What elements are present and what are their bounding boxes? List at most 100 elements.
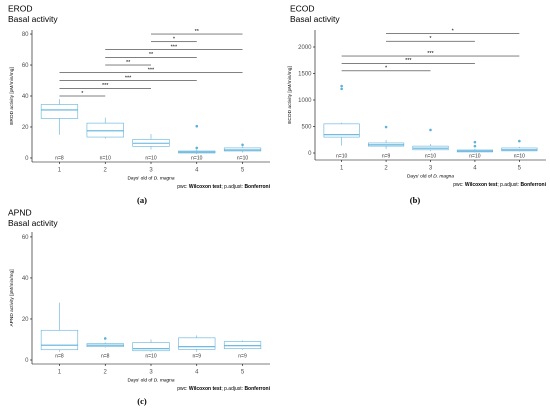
n-label: n=10 bbox=[145, 354, 156, 360]
x-axis-title-text: Days' old of bbox=[127, 176, 153, 182]
chart-title: ECOD bbox=[290, 4, 315, 14]
significance-bracket: *** bbox=[341, 58, 475, 64]
significance-bracket: * bbox=[341, 66, 431, 72]
x-axis-title-species: D. magna bbox=[433, 174, 454, 180]
x-axis-title-species: D. magna bbox=[154, 176, 175, 182]
significance-label: ** bbox=[195, 29, 200, 35]
x-axis-title-species: D. magna bbox=[154, 378, 175, 384]
outlier-point bbox=[340, 84, 343, 88]
chart-title: APND bbox=[8, 208, 32, 218]
significance-bracket: ** bbox=[105, 60, 151, 66]
significance-bracket: * bbox=[151, 37, 197, 43]
x-axis-title: Days' old of D. magna bbox=[127, 378, 174, 384]
x-tick-label: 1 bbox=[340, 166, 344, 172]
y-tick-label: 20 bbox=[22, 125, 29, 131]
box-iqr bbox=[178, 337, 216, 350]
box-day-3 bbox=[132, 133, 170, 150]
outlier-point bbox=[241, 143, 244, 147]
box-day-2 bbox=[86, 337, 124, 348]
significance-bracket: ** bbox=[151, 29, 243, 35]
n-label: n=10 bbox=[100, 156, 111, 162]
x-tick-label: 5 bbox=[518, 166, 522, 172]
y-tick-label: 0 bbox=[25, 358, 29, 364]
significance-bracket: *** bbox=[105, 44, 243, 50]
y-tick-label: 500 bbox=[301, 125, 312, 131]
chart-title: EROD bbox=[8, 4, 33, 14]
n-label: n=9 bbox=[382, 154, 391, 160]
outlier-point bbox=[195, 124, 199, 128]
outlier-point bbox=[340, 87, 343, 91]
box-day-1 bbox=[40, 99, 79, 135]
box-iqr bbox=[132, 342, 170, 352]
n-label: n=9 bbox=[193, 354, 202, 360]
x-tick-label: 2 bbox=[104, 168, 108, 174]
significance-bracket: *** bbox=[59, 75, 197, 81]
box-day-2 bbox=[368, 125, 405, 150]
panel-label: (c) bbox=[137, 396, 147, 406]
y-tick-label: 40 bbox=[22, 276, 29, 282]
n-label: n=10 bbox=[469, 154, 480, 160]
x-tick-label: 4 bbox=[195, 168, 199, 174]
x-axis-title: Days' old of D. magna bbox=[407, 174, 454, 180]
y-tick-label: 0 bbox=[25, 156, 29, 162]
caption: pwc: Wilcoxon test; p.adjust: Bonferroni bbox=[453, 182, 546, 188]
x-axis-title-text: Days' old of bbox=[127, 378, 153, 384]
significance-label: * bbox=[81, 91, 84, 97]
outlier-point bbox=[429, 128, 432, 132]
y-tick-label: 20 bbox=[22, 317, 29, 323]
caption: pwc: Wilcoxon test; p.adjust: Bonferroni bbox=[177, 184, 270, 190]
n-label: n=9 bbox=[238, 354, 247, 360]
caption: pwc: Wilcoxon test; p.adjust: Bonferroni bbox=[177, 386, 270, 392]
significance-label: ** bbox=[149, 52, 154, 58]
caption-part: Bonferroni bbox=[244, 386, 270, 392]
box-day-4 bbox=[178, 124, 216, 155]
chart-subtitle: Basal activity bbox=[8, 14, 58, 24]
box-iqr bbox=[40, 104, 79, 119]
panel-label: (a) bbox=[137, 195, 147, 205]
x-tick-label: 2 bbox=[104, 370, 108, 376]
box-day-1 bbox=[40, 302, 79, 352]
box-day-5 bbox=[223, 143, 262, 153]
y-tick-label: 1500 bbox=[298, 72, 312, 78]
significance-label: * bbox=[385, 66, 388, 72]
box-day-5 bbox=[501, 139, 538, 152]
significance-bracket: * bbox=[386, 29, 520, 35]
significance-label: * bbox=[173, 37, 176, 43]
n-label: n=10 bbox=[336, 154, 347, 160]
significance-label: ** bbox=[126, 60, 131, 66]
box-day-3 bbox=[132, 339, 170, 352]
y-axis-title: ECOD activity [pM/min/mg] bbox=[287, 66, 293, 124]
n-label: n=10 bbox=[237, 156, 248, 162]
y-tick-label: 40 bbox=[22, 94, 29, 100]
caption-part: Bonferroni bbox=[520, 182, 546, 188]
chart-subtitle: Basal activity bbox=[8, 218, 58, 228]
significance-bracket: * bbox=[386, 36, 475, 42]
n-label: n=10 bbox=[145, 156, 156, 162]
caption-part: Bonferroni bbox=[244, 184, 270, 190]
caption-part: ; p.adjust: bbox=[221, 386, 244, 392]
chart-subtitle: Basal activity bbox=[290, 14, 340, 24]
significance-bracket: * bbox=[59, 91, 106, 97]
x-axis-title: Days' old of D. magna bbox=[127, 176, 174, 182]
n-label: n=10 bbox=[425, 154, 436, 160]
n-label: n=10 bbox=[514, 154, 525, 160]
significance-label: *** bbox=[102, 83, 109, 89]
caption-part: Wilcoxon test bbox=[189, 386, 222, 392]
n-label: n=8 bbox=[55, 354, 64, 360]
significance-bracket: *** bbox=[59, 68, 243, 74]
box-day-4 bbox=[456, 140, 493, 153]
x-tick-label: 1 bbox=[58, 370, 62, 376]
significance-label: *** bbox=[171, 44, 178, 50]
caption-part: Wilcoxon test bbox=[465, 182, 498, 188]
y-axis-title: EROD activity [pM/min/mg] bbox=[9, 67, 15, 125]
significance-label: *** bbox=[125, 75, 132, 81]
box-day-3 bbox=[412, 128, 449, 152]
panel-label: (b) bbox=[410, 195, 421, 205]
x-axis-title-text: Days' old of bbox=[407, 174, 433, 180]
y-tick-label: 0 bbox=[308, 151, 312, 157]
significance-bracket: *** bbox=[341, 51, 520, 57]
x-tick-label: 1 bbox=[58, 168, 62, 174]
x-tick-label: 5 bbox=[241, 168, 245, 174]
